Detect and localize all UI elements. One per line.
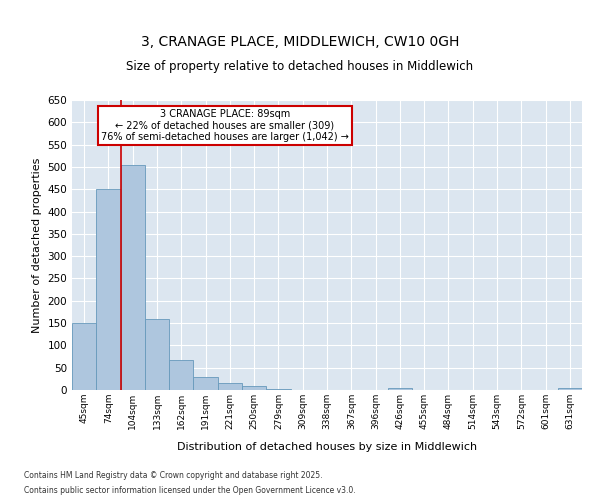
Bar [145,318,169,390]
Text: Size of property relative to detached houses in Middlewich: Size of property relative to detached ho… [127,60,473,73]
Bar [121,164,145,390]
Bar [169,360,193,390]
Text: Contains public sector information licensed under the Open Government Licence v3: Contains public sector information licen… [24,486,356,495]
Text: 3, CRANAGE PLACE, MIDDLEWICH, CW10 0GH: 3, CRANAGE PLACE, MIDDLEWICH, CW10 0GH [141,35,459,49]
Bar [193,376,218,390]
Text: Contains HM Land Registry data © Crown copyright and database right 2025.: Contains HM Land Registry data © Crown c… [24,471,323,480]
Bar [388,388,412,390]
Bar [242,386,266,390]
Text: Distribution of detached houses by size in Middlewich: Distribution of detached houses by size … [177,442,477,452]
Bar [72,323,96,390]
Bar [96,189,121,390]
Bar [218,384,242,390]
Bar [558,388,582,390]
Text: 3 CRANAGE PLACE: 89sqm
← 22% of detached houses are smaller (309)
76% of semi-de: 3 CRANAGE PLACE: 89sqm ← 22% of detached… [101,108,349,142]
Y-axis label: Number of detached properties: Number of detached properties [32,158,42,332]
Bar [266,388,290,390]
